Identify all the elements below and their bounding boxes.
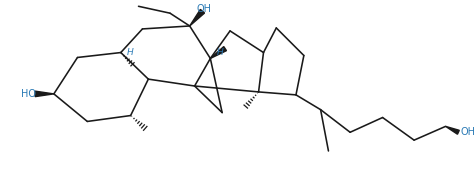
- Text: OH: OH: [459, 127, 475, 137]
- Text: HO: HO: [21, 89, 36, 99]
- Text: OH: OH: [197, 4, 211, 14]
- Text: H: H: [127, 48, 134, 57]
- Polygon shape: [445, 126, 458, 134]
- Polygon shape: [189, 9, 204, 26]
- Polygon shape: [210, 47, 226, 58]
- Polygon shape: [35, 91, 54, 97]
- Text: H: H: [217, 48, 223, 57]
